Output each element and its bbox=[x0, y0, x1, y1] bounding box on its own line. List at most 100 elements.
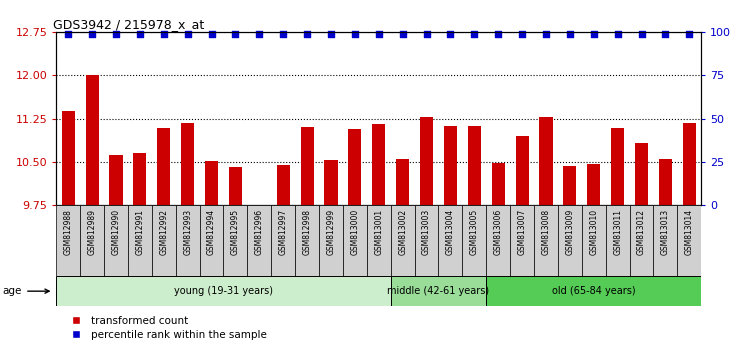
Bar bbox=[152, 205, 176, 276]
Text: GSM813001: GSM813001 bbox=[374, 209, 383, 255]
Point bbox=[516, 31, 528, 36]
Bar bbox=[348, 129, 361, 205]
Point bbox=[373, 31, 385, 36]
Bar bbox=[325, 160, 338, 205]
Bar bbox=[629, 205, 653, 276]
Bar bbox=[587, 164, 600, 205]
Bar bbox=[176, 205, 200, 276]
Bar bbox=[486, 276, 701, 306]
Text: GSM812996: GSM812996 bbox=[255, 209, 264, 255]
Text: GSM813010: GSM813010 bbox=[590, 209, 598, 255]
Bar bbox=[658, 159, 672, 205]
Point bbox=[659, 31, 671, 36]
Text: old (65-84 years): old (65-84 years) bbox=[552, 286, 635, 296]
Bar bbox=[391, 205, 415, 276]
Bar bbox=[420, 117, 433, 205]
Bar bbox=[444, 126, 457, 205]
Text: GSM812994: GSM812994 bbox=[207, 209, 216, 255]
Bar bbox=[510, 205, 534, 276]
Point bbox=[445, 31, 457, 36]
Bar bbox=[200, 205, 223, 276]
Bar bbox=[462, 205, 486, 276]
Bar bbox=[682, 122, 696, 205]
Bar bbox=[415, 205, 439, 276]
Point bbox=[110, 31, 122, 36]
Bar bbox=[372, 124, 386, 205]
Bar bbox=[224, 205, 248, 276]
Bar bbox=[158, 129, 170, 205]
Text: GSM813000: GSM813000 bbox=[350, 209, 359, 255]
Text: middle (42-61 years): middle (42-61 years) bbox=[388, 286, 490, 296]
Text: age: age bbox=[3, 286, 49, 296]
Point bbox=[540, 31, 552, 36]
Bar bbox=[486, 205, 510, 276]
Bar bbox=[635, 143, 648, 205]
Bar bbox=[301, 127, 313, 205]
Point bbox=[158, 31, 170, 36]
Bar bbox=[110, 155, 122, 205]
Text: GSM813013: GSM813013 bbox=[661, 209, 670, 255]
Text: GSM813002: GSM813002 bbox=[398, 209, 407, 255]
Bar bbox=[653, 205, 677, 276]
Bar bbox=[56, 205, 80, 276]
Point bbox=[421, 31, 433, 36]
Point bbox=[468, 31, 480, 36]
Point bbox=[301, 31, 313, 36]
Point bbox=[588, 31, 600, 36]
Point bbox=[635, 31, 647, 36]
Text: GSM813008: GSM813008 bbox=[542, 209, 550, 255]
Point bbox=[612, 31, 624, 36]
Text: GSM812998: GSM812998 bbox=[302, 209, 311, 255]
Bar bbox=[277, 165, 290, 205]
Bar bbox=[677, 205, 701, 276]
Text: GSM813003: GSM813003 bbox=[422, 209, 431, 255]
Text: GSM813004: GSM813004 bbox=[446, 209, 455, 255]
Point bbox=[397, 31, 409, 36]
Bar bbox=[611, 128, 624, 205]
Text: GSM812991: GSM812991 bbox=[135, 209, 144, 255]
Text: young (19-31 years): young (19-31 years) bbox=[174, 286, 273, 296]
Bar bbox=[343, 205, 367, 276]
Bar bbox=[582, 205, 606, 276]
Point bbox=[492, 31, 504, 36]
Bar bbox=[56, 276, 391, 306]
Text: GSM812989: GSM812989 bbox=[88, 209, 97, 255]
Text: GSM813007: GSM813007 bbox=[518, 209, 526, 255]
Point bbox=[206, 31, 218, 36]
Point bbox=[683, 31, 695, 36]
Text: GDS3942 / 215978_x_at: GDS3942 / 215978_x_at bbox=[53, 18, 204, 31]
Text: GSM813011: GSM813011 bbox=[614, 209, 622, 255]
Point bbox=[182, 31, 194, 36]
Bar bbox=[492, 163, 505, 205]
Bar bbox=[104, 205, 128, 276]
Text: GSM812988: GSM812988 bbox=[64, 209, 73, 255]
Bar bbox=[272, 205, 296, 276]
Text: GSM813014: GSM813014 bbox=[685, 209, 694, 255]
Bar bbox=[367, 205, 391, 276]
Bar bbox=[128, 205, 152, 276]
Bar bbox=[391, 276, 486, 306]
Text: GSM812992: GSM812992 bbox=[159, 209, 168, 255]
Text: GSM812993: GSM812993 bbox=[183, 209, 192, 255]
Bar bbox=[606, 205, 629, 276]
Bar bbox=[253, 205, 266, 227]
Bar bbox=[205, 161, 218, 205]
Text: GSM813006: GSM813006 bbox=[494, 209, 502, 255]
Text: GSM812997: GSM812997 bbox=[279, 209, 288, 255]
Text: GSM813009: GSM813009 bbox=[566, 209, 574, 255]
Point bbox=[230, 31, 242, 36]
Bar bbox=[86, 75, 99, 205]
Bar bbox=[229, 167, 242, 205]
Bar bbox=[468, 126, 481, 205]
Bar bbox=[62, 111, 75, 205]
Text: GSM813005: GSM813005 bbox=[470, 209, 478, 255]
Bar bbox=[563, 166, 577, 205]
Bar bbox=[439, 205, 462, 276]
Bar bbox=[296, 205, 319, 276]
Point bbox=[86, 31, 98, 36]
Point bbox=[62, 31, 74, 36]
Point bbox=[254, 31, 266, 36]
Point bbox=[278, 31, 290, 36]
Legend: transformed count, percentile rank within the sample: transformed count, percentile rank withi… bbox=[62, 312, 271, 344]
Bar bbox=[80, 205, 104, 276]
